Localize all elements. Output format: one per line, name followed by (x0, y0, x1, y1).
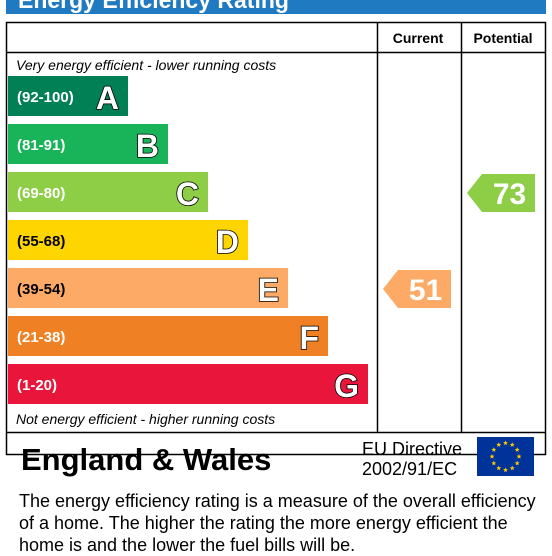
band-bar-b (8, 124, 168, 164)
eu-flag-stars (489, 440, 522, 473)
band-letter-d: D (216, 224, 239, 260)
eu-star (503, 440, 508, 446)
band-letter-b: B (136, 128, 159, 164)
band-bar-c (8, 172, 208, 212)
band-bar-f (8, 316, 328, 356)
band-bar-e (8, 268, 288, 308)
band-letter-g: G (334, 368, 359, 404)
band-range-c: (69-80) (17, 185, 65, 202)
eu-star (491, 447, 497, 452)
band-letter-e: E (258, 272, 279, 308)
band-range-f: (21-38) (17, 329, 65, 346)
eu-star (503, 467, 508, 473)
header-bar: Energy Efficiency Rating (6, 0, 546, 14)
eu-star (496, 442, 502, 447)
rating-bands: (92-100) A (81-91) B (69-80) C (55-68) D (39-54)… (8, 76, 368, 405)
band-letter-f: F (299, 320, 319, 356)
band-bar-a (8, 76, 128, 116)
epc-chart: Current Potential Very energy efficient … (5, 21, 547, 479)
eu-star (489, 453, 495, 459)
directive-line-2: 2002/91/EC (362, 459, 457, 479)
eu-star (509, 465, 515, 471)
band-range-g: (1-20) (17, 377, 57, 394)
current-column-header: Current (393, 30, 444, 46)
band-range-b: (81-91) (17, 137, 65, 154)
band-range-a: (92-100) (17, 89, 74, 106)
description-text: The energy efficiency rating is a measur… (19, 491, 536, 555)
efficient-note: Very energy efficient - lower running co… (16, 57, 276, 73)
eu-star (514, 460, 520, 466)
potential-column-header: Potential (473, 30, 532, 46)
rating-arrows: 51 73 (383, 174, 535, 308)
eu-star (491, 460, 497, 466)
eu-star (496, 465, 502, 471)
chart-frame (5, 21, 547, 456)
band-range-e: (39-54) (17, 281, 65, 298)
directive-line-1: EU Directive (362, 439, 462, 459)
band-range-d: (55-68) (17, 233, 65, 250)
band-letter-c: C (176, 176, 199, 212)
eu-star (516, 453, 522, 459)
current-arrow (383, 270, 451, 308)
potential-rating-value: 73 (493, 178, 526, 211)
inefficient-note: Not energy efficient - higher running co… (16, 411, 275, 427)
eu-flag-icon (477, 437, 534, 476)
eu-star (509, 442, 515, 447)
current-rating-value: 51 (409, 274, 442, 307)
band-letter-a: A (96, 80, 119, 116)
band-bar-d (8, 220, 248, 260)
chart-title: Energy Efficiency Rating (18, 0, 289, 13)
band-bar-g (8, 364, 368, 404)
potential-arrow (467, 174, 535, 212)
eu-star (514, 447, 520, 452)
region-label: England & Wales (21, 442, 271, 477)
